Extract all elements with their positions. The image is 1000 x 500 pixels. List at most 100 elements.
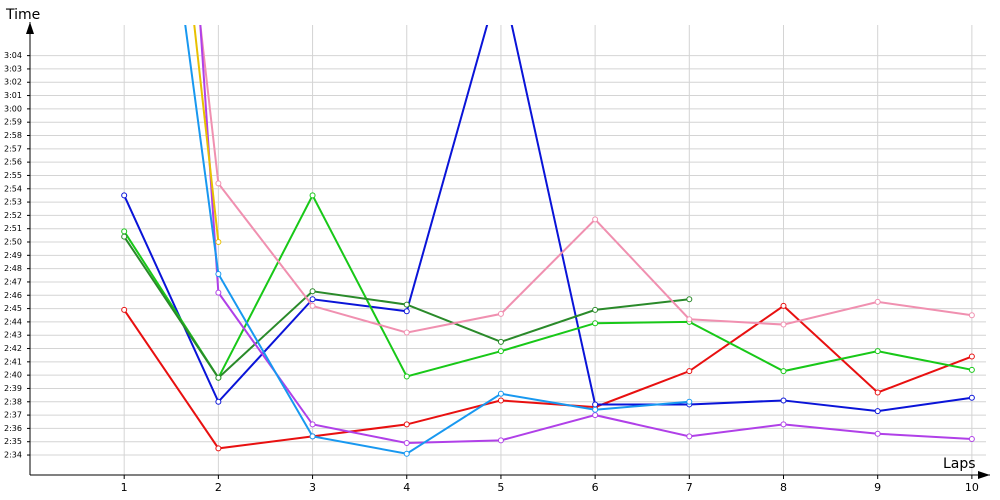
- data-point: [686, 433, 693, 440]
- y-tick-label: 2:50: [4, 238, 22, 247]
- data-point: [780, 421, 787, 428]
- x-tick-label: 7: [686, 481, 693, 494]
- data-point: [215, 239, 222, 246]
- x-tick-label: 3: [309, 481, 316, 494]
- y-tick-label: 2:34: [4, 451, 22, 460]
- data-point: [968, 394, 975, 401]
- x-tick-label: 5: [497, 481, 504, 494]
- y-tick-label: 3:04: [4, 51, 22, 60]
- data-point: [403, 450, 410, 457]
- x-tick-label: 6: [592, 481, 599, 494]
- data-point: [686, 398, 693, 405]
- data-point: [686, 316, 693, 323]
- data-point: [215, 180, 222, 187]
- x-tick-label: 1: [121, 481, 128, 494]
- data-point: [309, 192, 316, 199]
- data-point: [874, 389, 881, 396]
- data-point: [592, 216, 599, 223]
- data-point: [497, 390, 504, 397]
- data-point: [497, 437, 504, 444]
- y-tick-label: 2:39: [4, 384, 22, 393]
- y-tick-label: 2:56: [4, 158, 22, 167]
- y-tick-label: 2:40: [4, 371, 22, 380]
- y-tick-label: 3:01: [4, 91, 22, 100]
- data-point: [403, 440, 410, 447]
- data-point: [121, 233, 128, 240]
- data-point: [968, 436, 975, 443]
- y-tick-label: 2:48: [4, 264, 22, 273]
- data-point: [686, 296, 693, 303]
- data-point: [968, 312, 975, 319]
- data-point: [780, 368, 787, 375]
- y-tick-label: 3:03: [4, 64, 22, 73]
- data-point: [686, 368, 693, 375]
- x-tick-label: 2: [215, 481, 222, 494]
- data-point: [968, 366, 975, 373]
- y-tick-label: 2:43: [4, 331, 22, 340]
- x-tick-label: 4: [403, 481, 410, 494]
- y-tick-label: 2:53: [4, 198, 22, 207]
- series-line: [193, 25, 220, 243]
- series-line: [199, 25, 973, 334]
- x-tick-label: 8: [780, 481, 787, 494]
- data-point: [592, 401, 599, 408]
- y-tick-label: 2:52: [4, 211, 22, 220]
- data-point: [497, 338, 504, 345]
- data-point: [874, 348, 881, 355]
- y-tick-label: 2:41: [4, 357, 22, 366]
- data-point: [497, 397, 504, 404]
- y-tick-label: 2:44: [4, 317, 22, 326]
- y-tick-label: 2:47: [4, 277, 22, 286]
- data-point: [874, 430, 881, 437]
- y-tick-label: 2:42: [4, 344, 22, 353]
- y-tick-label: 2:59: [4, 118, 22, 127]
- y-tick-label: 2:38: [4, 397, 22, 406]
- data-point: [403, 329, 410, 336]
- data-point: [592, 412, 599, 419]
- data-point: [215, 289, 222, 296]
- series-line: [123, 25, 973, 413]
- x-tick-label: 9: [874, 481, 881, 494]
- x-axis-arrow: [978, 471, 990, 479]
- data-point: [592, 406, 599, 413]
- y-tick-label: 2:58: [4, 131, 22, 140]
- y-axis-label: Time: [5, 7, 40, 23]
- data-point: [121, 228, 128, 235]
- data-point: [780, 321, 787, 328]
- y-tick-label: 2:54: [4, 184, 22, 193]
- data-point: [592, 320, 599, 327]
- data-point: [309, 433, 316, 440]
- x-axis-label: Laps: [943, 456, 976, 472]
- y-axis-arrow: [26, 22, 34, 34]
- data-point: [403, 421, 410, 428]
- y-tick-label: 2:45: [4, 304, 22, 313]
- data-point: [780, 397, 787, 404]
- y-tick-label: 3:02: [4, 78, 22, 87]
- y-tick-label: 3:00: [4, 104, 22, 113]
- data-point: [968, 353, 975, 360]
- y-tick-label: 2:57: [4, 144, 22, 153]
- data-point: [121, 306, 128, 313]
- data-point: [780, 302, 787, 309]
- y-tick-label: 2:36: [4, 424, 22, 433]
- data-point: [215, 374, 222, 381]
- data-point: [403, 308, 410, 315]
- data-point: [309, 302, 316, 309]
- data-point: [497, 310, 504, 317]
- data-point: [215, 270, 222, 277]
- data-point: [215, 445, 222, 452]
- series-line: [199, 25, 972, 445]
- x-tick-label: 10: [965, 481, 979, 494]
- y-tick-label: 2:49: [4, 251, 22, 260]
- data-point: [403, 373, 410, 380]
- series-line: [123, 304, 973, 450]
- data-point: [874, 298, 881, 305]
- data-point: [215, 398, 222, 405]
- y-tick-label: 2:35: [4, 437, 22, 446]
- y-tick-label: 2:46: [4, 291, 22, 300]
- y-tick-label: 2:55: [4, 171, 22, 180]
- data-point: [309, 421, 316, 428]
- y-tick-label: 2:37: [4, 411, 22, 420]
- series-line: [123, 193, 973, 380]
